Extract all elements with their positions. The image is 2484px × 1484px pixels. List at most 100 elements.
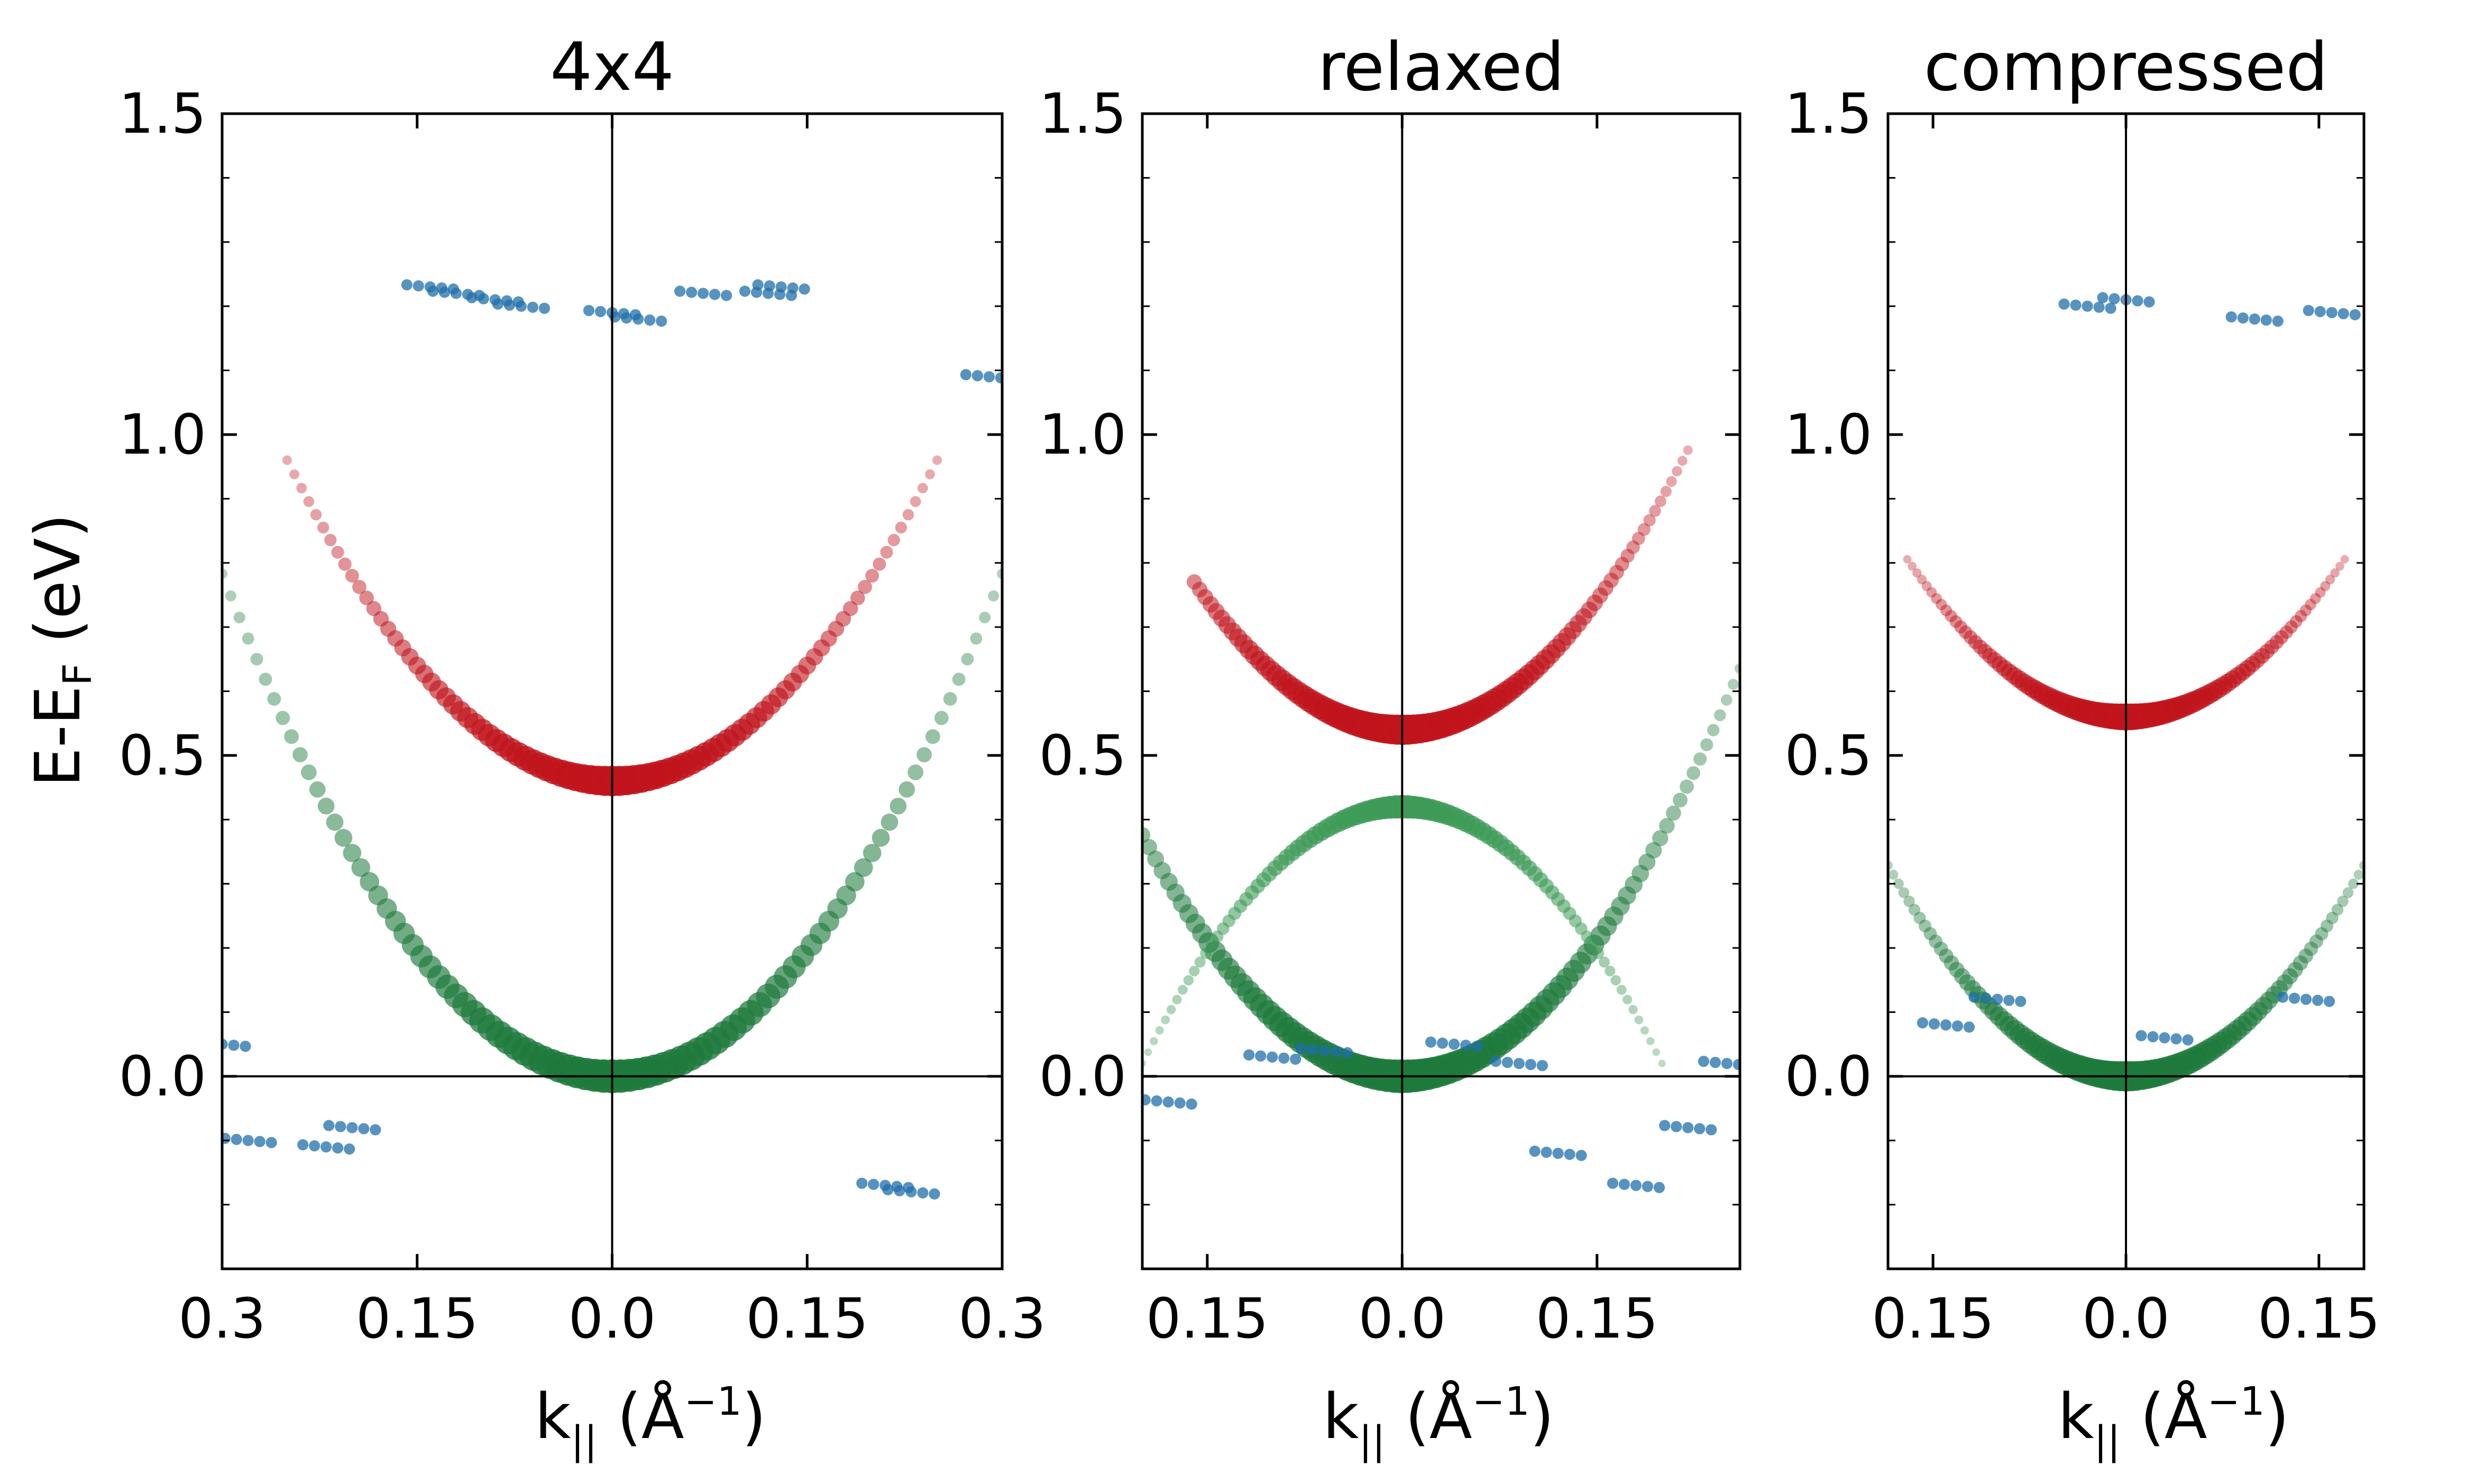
panel-1-marks xyxy=(205,279,1018,1200)
band-point xyxy=(222,1038,228,1050)
band-point xyxy=(2093,301,2105,313)
band-point xyxy=(1963,1021,1975,1033)
band-point xyxy=(2143,296,2155,308)
band-point xyxy=(1599,956,1610,968)
band-point xyxy=(1587,939,1599,951)
y-tick-label: 1.5 xyxy=(1039,81,1126,146)
band-point xyxy=(267,692,281,706)
band-point xyxy=(1007,373,1018,384)
band-point xyxy=(1490,1055,1501,1067)
plot-frame xyxy=(1141,112,1741,1270)
band-point xyxy=(2295,610,2307,622)
band-point xyxy=(1575,1149,1587,1162)
band-point xyxy=(1706,1124,1717,1136)
band-point xyxy=(1903,555,1912,564)
band-point xyxy=(1640,1026,1649,1035)
band-point xyxy=(228,1039,240,1051)
band-point xyxy=(2338,308,2349,319)
band-point xyxy=(2315,927,2329,941)
band-point xyxy=(971,370,984,382)
band-point xyxy=(320,1141,332,1153)
band-point xyxy=(289,469,300,480)
band-point xyxy=(583,305,595,316)
band-point xyxy=(259,672,272,686)
band-point xyxy=(1144,1048,1152,1056)
band-point xyxy=(1893,878,1904,889)
band-point xyxy=(1161,1015,1170,1025)
series-blue-band xyxy=(1142,1036,1740,1193)
band-point xyxy=(503,299,516,311)
band-point xyxy=(983,371,995,383)
x-tick-label: 0.3 xyxy=(958,1286,1046,1351)
series-red-band xyxy=(1186,445,1693,745)
band-point xyxy=(2330,568,2340,578)
panel-1: 0.0 0.5 1.0 1.5 0.3 0.15 0.0 0.15 0.3 4x4 xyxy=(119,28,1046,1351)
panel-3-marks xyxy=(1888,292,2364,1092)
band-point xyxy=(1166,1004,1176,1015)
band-point xyxy=(1682,1122,1694,1133)
band-point xyxy=(346,1122,358,1133)
band-point xyxy=(2310,593,2321,604)
band-point xyxy=(2105,302,2116,314)
band-point xyxy=(1471,1040,1483,1052)
band-point xyxy=(858,579,872,594)
band-point xyxy=(961,652,974,666)
band-point xyxy=(1330,1046,1342,1057)
band-point xyxy=(787,282,799,294)
band-point xyxy=(988,590,1000,602)
y-axis-label: E-EF (eV) xyxy=(21,513,100,787)
band-point xyxy=(1637,523,1651,536)
band-point xyxy=(478,293,489,305)
band-point xyxy=(332,1142,344,1154)
band-point xyxy=(1660,486,1672,497)
band-point xyxy=(1917,1017,1929,1029)
series-green-band xyxy=(1142,663,1740,1093)
band-point xyxy=(2342,887,2354,898)
band-point xyxy=(609,311,621,323)
band-point xyxy=(282,455,292,465)
band-point xyxy=(2326,307,2338,318)
band-point xyxy=(1918,919,1932,933)
band-point xyxy=(752,279,764,291)
band-point xyxy=(1605,965,1616,976)
band-point xyxy=(1610,975,1621,985)
band-point xyxy=(1307,1044,1318,1055)
series-red-band xyxy=(282,455,942,797)
band-point xyxy=(2058,298,2070,310)
band-point xyxy=(297,1139,309,1150)
band-point xyxy=(1654,495,1666,508)
band-point xyxy=(1342,1047,1353,1058)
band-point xyxy=(1980,992,1992,1004)
y-tick-label: 0.5 xyxy=(1785,723,1872,788)
band-point xyxy=(2182,1034,2194,1046)
band-point xyxy=(1694,1123,1706,1135)
band-point xyxy=(1142,827,1151,843)
band-point xyxy=(1630,1179,1642,1191)
band-point xyxy=(890,797,907,815)
band-point xyxy=(1623,994,1633,1004)
band-point xyxy=(317,521,329,534)
x-tick-label: 0.3 xyxy=(178,1286,265,1351)
band-point xyxy=(895,521,907,534)
x-axis-label-1-main: k xyxy=(535,1380,571,1453)
band-point xyxy=(880,546,893,559)
band-point xyxy=(2289,615,2303,628)
band-point xyxy=(1290,1053,1301,1065)
x-axis-label-3-sup: −1 xyxy=(2207,1379,2265,1424)
band-point xyxy=(2323,996,2335,1007)
series-blue-band xyxy=(205,279,1018,1200)
band-point xyxy=(427,285,439,297)
band-point xyxy=(2303,305,2314,316)
band-point xyxy=(1513,1057,1525,1070)
x-axis-label-3-close: ) xyxy=(2265,1380,2289,1453)
band-point xyxy=(205,1038,216,1049)
band-point xyxy=(1243,1049,1255,1061)
band-point xyxy=(1693,752,1707,766)
band-point xyxy=(2300,993,2312,1005)
band-point xyxy=(240,1040,251,1052)
band-point xyxy=(1501,1056,1513,1068)
band-point xyxy=(2015,996,2027,1007)
band-point xyxy=(1926,587,1937,598)
band-point xyxy=(1940,1019,1952,1031)
band-point xyxy=(685,287,698,298)
